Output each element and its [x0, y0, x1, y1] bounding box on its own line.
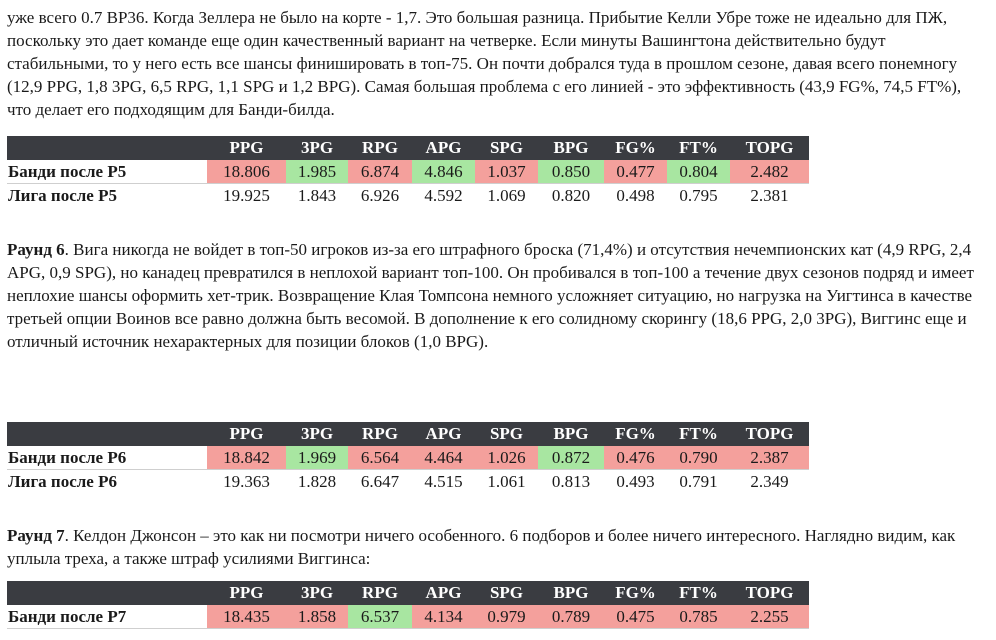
row-label: Лига после Р6: [8, 471, 117, 491]
league-cell-fg-pct: 0.493: [616, 471, 655, 491]
row-label: Банди после Р7: [7, 605, 207, 629]
header-apg: APG: [412, 581, 475, 605]
header-bpg: BPG: [538, 422, 604, 446]
team-cell-rpg: 6.874: [348, 160, 412, 184]
team-row: Банди после Р7 18.435 1.858 6.537 4.134 …: [7, 605, 809, 629]
header-rpg: RPG: [348, 581, 412, 605]
header-blank: [7, 136, 207, 160]
header-ppg: PPG: [207, 136, 286, 160]
team-cell-bpg: 0.872: [538, 446, 604, 470]
team-cell-rpg: 6.537: [348, 605, 412, 629]
league-cell-bpg: 0.813: [551, 471, 591, 491]
header-blank: [7, 422, 207, 446]
league-cell-spg: 1.069: [487, 185, 526, 205]
league-cell-ft-pct: 0.791: [679, 471, 718, 491]
league-cell-bpg: 0.820: [551, 185, 591, 205]
row-label: Лига после Р5: [8, 185, 117, 205]
team-cell-fg-pct: 0.476: [604, 446, 667, 470]
league-row: Лига после Р5 19.925 1.843 6.926 4.592 1…: [7, 184, 809, 208]
header-topg: TOPG: [730, 422, 809, 446]
header-ft-pct: FT%: [667, 422, 730, 446]
team-cell-rpg: 6.564: [348, 446, 412, 470]
league-cell-fg-pct: 0.498: [616, 185, 655, 205]
header-fg-pct: FG%: [604, 581, 667, 605]
round7-heading: Раунд 7: [7, 526, 65, 545]
round7-text: . Келдон Джонсон – это как ни посмотри н…: [7, 526, 956, 568]
header-topg: TOPG: [730, 136, 809, 160]
header-rpg: RPG: [348, 422, 412, 446]
header-fg-pct: FG%: [604, 136, 667, 160]
league-cell-3pg: 1.828: [297, 471, 337, 491]
header-bpg: BPG: [538, 136, 604, 160]
header-apg: APG: [412, 422, 475, 446]
header-spg: SPG: [475, 422, 538, 446]
paragraph-round7-analysis: Раунд 7. Келдон Джонсон – это как ни пос…: [7, 524, 989, 570]
team-cell-topg: 2.255: [730, 605, 809, 629]
team-cell-ft-pct: 0.790: [667, 446, 730, 470]
header-fg-pct: FG%: [604, 422, 667, 446]
league-cell-topg: 2.349: [750, 471, 789, 491]
team-cell-3pg: 1.985: [286, 160, 348, 184]
header-ft-pct: FT%: [667, 136, 730, 160]
league-cell-rpg: 6.647: [360, 471, 400, 491]
league-cell-3pg: 1.843: [297, 185, 337, 205]
team-row: Банди после Р5 18.806 1.985 6.874 4.846 …: [7, 160, 809, 184]
round6-heading: Раунд 6: [7, 240, 65, 259]
header-apg: APG: [412, 136, 475, 160]
team-cell-apg: 4.134: [412, 605, 475, 629]
stats-table-round6: PPG 3PG RPG APG SPG BPG FG% FT% TOPG Бан…: [7, 422, 809, 493]
table-header-row: PPG 3PG RPG APG SPG BPG FG% FT% TOPG: [7, 422, 809, 446]
team-cell-fg-pct: 0.477: [604, 160, 667, 184]
league-cell-apg: 4.515: [424, 471, 463, 491]
table-header-row: PPG 3PG RPG APG SPG BPG FG% FT% TOPG: [7, 136, 809, 160]
league-cell-rpg: 6.926: [360, 185, 400, 205]
league-cell-spg: 1.061: [487, 471, 526, 491]
header-bpg: BPG: [538, 581, 604, 605]
team-cell-ft-pct: 0.804: [667, 160, 730, 184]
header-ppg: PPG: [207, 422, 286, 446]
league-cell-ppg: 19.363: [223, 471, 270, 491]
team-cell-bpg: 0.789: [538, 605, 604, 629]
header-spg: SPG: [475, 581, 538, 605]
team-cell-fg-pct: 0.475: [604, 605, 667, 629]
team-cell-ppg: 18.806: [207, 160, 286, 184]
team-cell-spg: 0.979: [475, 605, 538, 629]
paragraph-round6-analysis: Раунд 6. Вига никогда не войдет в топ-50…: [7, 238, 989, 353]
header-rpg: RPG: [348, 136, 412, 160]
team-cell-apg: 4.464: [412, 446, 475, 470]
team-cell-apg: 4.846: [412, 160, 475, 184]
header-3pg: 3PG: [286, 581, 348, 605]
league-cell-ft-pct: 0.795: [679, 185, 718, 205]
team-cell-3pg: 1.969: [286, 446, 348, 470]
team-row: Банди после Р6 18.842 1.969 6.564 4.464 …: [7, 446, 809, 470]
team-cell-ppg: 18.435: [207, 605, 286, 629]
header-spg: SPG: [475, 136, 538, 160]
table-header-row: PPG 3PG RPG APG SPG BPG FG% FT% TOPG: [7, 581, 809, 605]
team-cell-ft-pct: 0.785: [667, 605, 730, 629]
league-row: Лига после Р6 19.363 1.828 6.647 4.515 1…: [7, 470, 809, 494]
round6-text: . Вига никогда не войдет в топ-50 игроко…: [7, 240, 974, 351]
team-cell-3pg: 1.858: [286, 605, 348, 629]
header-3pg: 3PG: [286, 422, 348, 446]
stats-table-round5: PPG 3PG RPG APG SPG BPG FG% FT% TOPG Бан…: [7, 136, 809, 207]
header-topg: TOPG: [730, 581, 809, 605]
team-cell-topg: 2.387: [730, 446, 809, 470]
row-label: Банди после Р6: [7, 446, 207, 470]
team-cell-spg: 1.026: [475, 446, 538, 470]
header-ppg: PPG: [207, 581, 286, 605]
paragraph-round5-analysis: уже всего 0.7 ВР36. Когда Зеллера не был…: [7, 8, 962, 119]
league-cell-ppg: 19.925: [223, 185, 270, 205]
league-cell-apg: 4.592: [424, 185, 463, 205]
header-3pg: 3PG: [286, 136, 348, 160]
row-label: Банди после Р5: [7, 160, 207, 184]
stats-table-round7: PPG 3PG RPG APG SPG BPG FG% FT% TOPG Бан…: [7, 581, 809, 629]
header-blank: [7, 581, 207, 605]
league-cell-topg: 2.381: [750, 185, 789, 205]
team-cell-bpg: 0.850: [538, 160, 604, 184]
team-cell-ppg: 18.842: [207, 446, 286, 470]
team-cell-spg: 1.037: [475, 160, 538, 184]
header-ft-pct: FT%: [667, 581, 730, 605]
team-cell-topg: 2.482: [730, 160, 809, 184]
